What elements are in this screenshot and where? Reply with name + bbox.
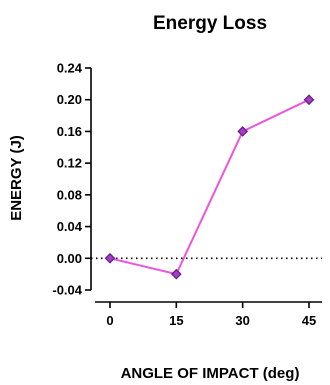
plot-area: [104, 94, 315, 280]
x-tick-label: 45: [302, 313, 316, 328]
data-point: [104, 252, 116, 264]
data-point: [237, 126, 249, 137]
y-tick-label: 0.04: [57, 219, 83, 234]
x-tick-label: 30: [235, 313, 249, 328]
y-tick-label: 0.08: [57, 187, 82, 202]
data-point: [170, 268, 182, 280]
x-axis-label: ANGLE OF IMPACT (deg): [121, 365, 300, 382]
series-line: [109, 98, 310, 276]
y-tick-label: 0.16: [57, 124, 82, 139]
x-tick-label: 15: [169, 313, 183, 328]
y-tick-label: 0.00: [57, 251, 82, 266]
y-tick-label: 0.12: [57, 156, 82, 171]
y-tick-label: -0.04: [52, 283, 82, 298]
y-tick-label: 0.20: [57, 92, 82, 107]
y-axis-label: ENERGY (J): [8, 135, 25, 221]
x-tick-label: 0: [106, 313, 113, 328]
y-tick-label: 0.24: [57, 61, 83, 76]
axes: -0.04 0.00 0.04 0.08 0.12 0.16 0.20 0.24 0 15 30 45: [52, 61, 322, 328]
chart-title: Energy Loss: [153, 13, 267, 34]
data-point: [303, 94, 315, 106]
